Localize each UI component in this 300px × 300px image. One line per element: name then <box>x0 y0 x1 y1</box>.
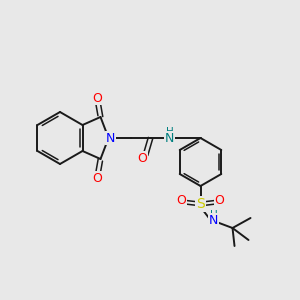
Text: N: N <box>106 131 115 145</box>
Text: O: O <box>93 92 103 104</box>
Text: N: N <box>165 131 174 145</box>
Text: O: O <box>138 152 148 164</box>
Text: O: O <box>214 194 224 208</box>
Text: S: S <box>196 197 205 211</box>
Text: H: H <box>210 210 218 220</box>
Text: O: O <box>93 172 103 184</box>
Text: H: H <box>166 127 173 137</box>
Text: O: O <box>177 194 187 208</box>
Text: N: N <box>209 214 218 226</box>
